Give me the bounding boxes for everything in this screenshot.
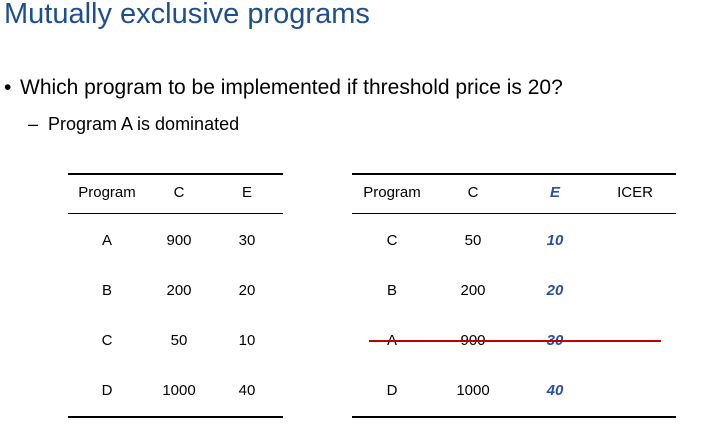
- cell-c: 900: [166, 232, 192, 249]
- cell-c: 1000: [456, 382, 490, 399]
- table-header-rule: [68, 213, 283, 214]
- strikethrough-line: [369, 340, 661, 342]
- cell-program: C: [101, 332, 113, 349]
- table-top-rule: [68, 173, 283, 175]
- cell-e: 30: [238, 232, 256, 249]
- cell-e: 10: [238, 332, 256, 349]
- header-icer: ICER: [617, 184, 653, 201]
- cell-c: 50: [170, 332, 188, 349]
- cell-e: 40: [546, 382, 564, 399]
- table-top-rule: [352, 173, 676, 175]
- header-c: C: [467, 184, 479, 201]
- header-c: C: [173, 184, 185, 201]
- cell-program: B: [101, 282, 113, 299]
- cell-c: 200: [166, 282, 192, 299]
- cell-e: 40: [238, 382, 256, 399]
- cell-c: 200: [460, 282, 486, 299]
- cell-program: B: [386, 282, 398, 299]
- cell-c: 1000: [162, 382, 196, 399]
- cell-c: 50: [464, 232, 482, 249]
- cell-e: 10: [546, 232, 564, 249]
- table-bottom-rule: [68, 416, 283, 418]
- cell-program: A: [101, 232, 113, 249]
- header-e: E: [549, 184, 561, 201]
- cell-program: D: [101, 382, 113, 399]
- sub-bullet-dash: –: [28, 114, 39, 134]
- table-header-rule: [352, 213, 676, 214]
- header-program: Program: [78, 184, 136, 201]
- table-bottom-rule: [352, 416, 676, 418]
- cell-program: D: [386, 382, 398, 399]
- bullet-item: • Which program to be implemented if thre…: [4, 76, 563, 100]
- header-e: E: [241, 184, 253, 201]
- bullet-dot: •: [4, 76, 12, 99]
- table-left: Program C E A 900 30 B 200 20 C 50 10 D …: [68, 173, 283, 419]
- cell-e: 20: [546, 282, 564, 299]
- table-right: Program C E ICER C 50 10 B 200 20 A 900 …: [352, 173, 676, 419]
- cell-program: C: [386, 232, 398, 249]
- bullet-text: Which program to be implemented if thres…: [20, 76, 563, 99]
- sub-bullet-item: – Program A is dominated: [28, 114, 239, 135]
- sub-bullet-text: Program A is dominated: [48, 114, 240, 134]
- cell-e: 20: [238, 282, 256, 299]
- header-program: Program: [363, 184, 421, 201]
- slide-title: Mutually exclusive programs: [4, 0, 370, 30]
